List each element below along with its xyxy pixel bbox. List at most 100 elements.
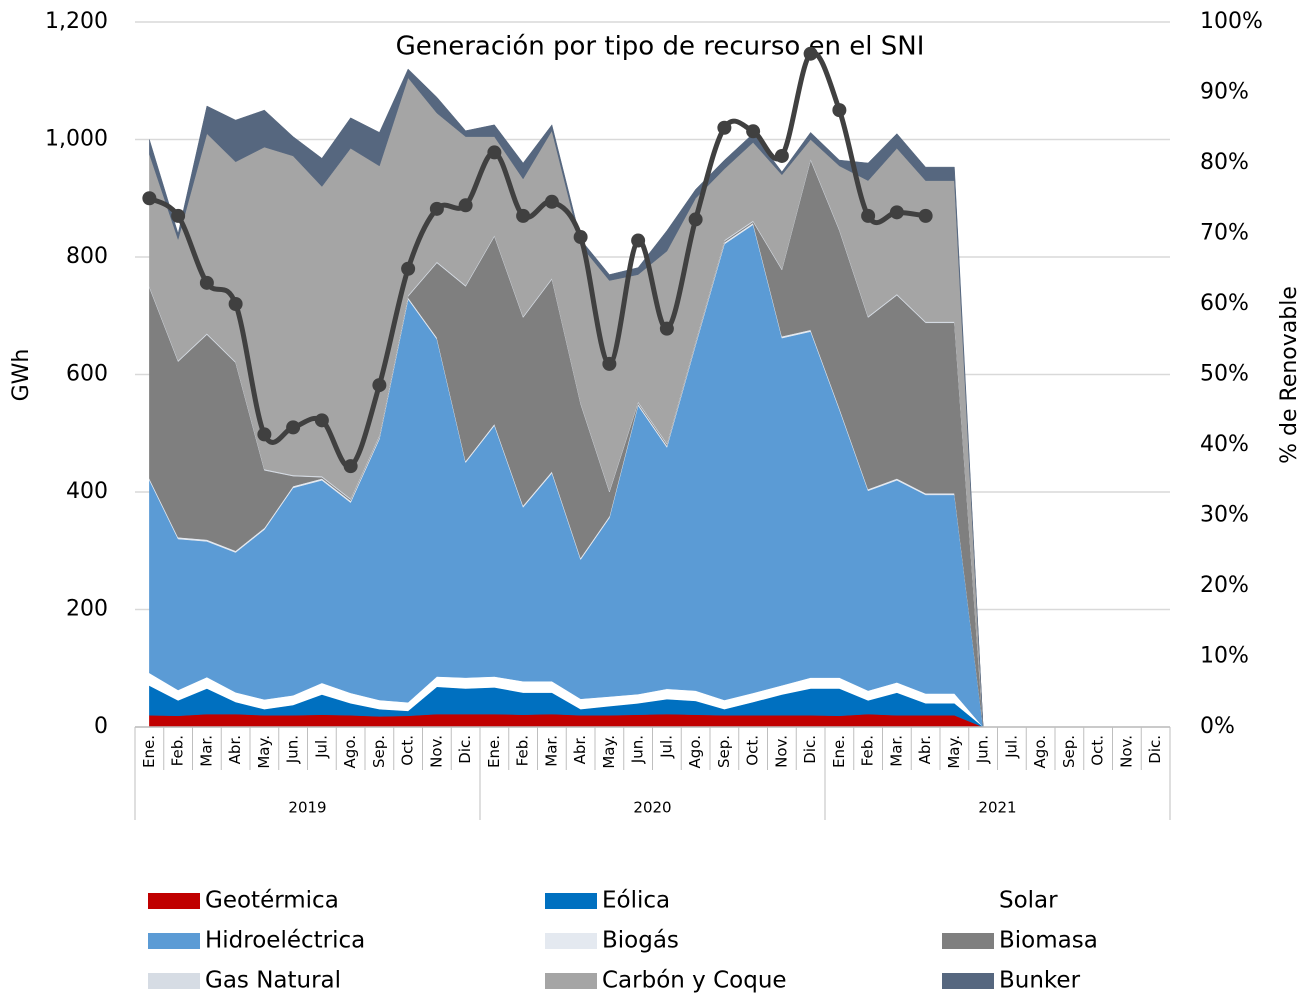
line-marker [199,275,214,290]
y-tick-label: 1,000 [45,127,108,152]
x-tick-label: Nov. [427,735,445,768]
line-marker [257,427,272,442]
line-marker [401,261,416,276]
line-marker [659,321,674,336]
y-tick-label: 400 [66,479,108,504]
x-tick-label: Nov. [772,735,790,768]
line-marker [544,194,559,209]
x-tick-label: Nov. [1117,735,1135,768]
area [149,673,984,727]
x-tick-label: Jul. [1002,735,1020,759]
x-tick-label: Feb. [169,735,187,766]
x-tick-label: May. [255,735,273,769]
line-marker [458,198,473,213]
legend-label: Solar [999,888,1058,914]
line-marker [573,230,588,245]
line-marker [918,208,933,223]
x-tick-label: Ene. [485,735,503,768]
legend-label: Biogás [602,928,679,954]
line-marker [286,420,301,435]
legend-label: Geotérmica [205,888,339,914]
line-marker [487,145,502,160]
y2-axis-label: % de Renovable [1277,286,1302,464]
x-tick-label: Mar. [542,735,560,767]
x-tick-label: Ene. [140,735,158,768]
y2-tick-label: 50% [1200,362,1249,387]
y-tick-label: 1,200 [45,9,108,34]
legend-swatch [545,933,597,949]
legend-swatch [942,893,994,909]
y-tick-label: 800 [66,244,108,269]
group-label: 2021 [978,799,1016,817]
x-tick-label: Ene. [830,735,848,768]
y2-tick-label: 90% [1200,80,1249,105]
x-tick-label: Feb. [859,735,877,766]
legend-swatch [148,973,200,989]
x-tick-label: Dic. [456,735,474,764]
x-tick-label: Sep. [1060,735,1078,768]
line-marker [803,46,818,61]
y2-tick-label: 10% [1200,644,1249,669]
line-marker [688,212,703,227]
line-marker [889,205,904,220]
line-marker [631,233,646,248]
legend-swatch [942,933,994,949]
x-tick-label: Ago. [341,735,359,768]
legend-label: Gas Natural [205,968,341,994]
x-tick-label: Oct. [1089,735,1107,766]
x-tick-label: Jul. [657,735,675,759]
x-tick-label: Jun. [284,735,302,764]
line-marker [774,148,789,163]
x-tick-label: Sep. [715,735,733,768]
legend-swatch [942,973,994,989]
line-marker [602,356,617,371]
area [149,68,984,728]
legend-label: Bunker [999,968,1081,994]
legend-swatch [545,893,597,909]
line-marker [171,208,186,223]
x-tick-label: May. [945,735,963,769]
x-tick-label: Sep. [370,735,388,768]
area [149,713,984,728]
x-tick-label: Jul. [312,735,330,759]
x-tick-label: Jun. [974,735,992,764]
x-tick-label: Oct. [744,735,762,766]
x-tick-label: Dic. [801,735,819,764]
y2-tick-label: 100% [1200,9,1263,34]
line-marker [314,413,329,428]
legend-label: Eólica [602,888,670,914]
line-marker [343,459,358,474]
line-marker [746,124,761,139]
legend-swatch [148,893,200,909]
line-marker [861,208,876,223]
y-axis-label: GWh [9,349,34,402]
legend-label: Carbón y Coque [602,968,787,994]
x-tick-label: Abr. [916,735,934,764]
x-tick-label: Mar. [197,735,215,767]
y2-tick-label: 20% [1200,573,1249,598]
legend-label: Hidroeléctrica [205,928,365,954]
line-marker [516,208,531,223]
x-tick-label: Abr. [226,735,244,764]
y-tick-label: 200 [66,597,108,622]
y2-tick-label: 40% [1200,432,1249,457]
x-tick-label: Dic. [1146,735,1164,764]
chart-title: Generación por tipo de recurso en el SNI [396,32,925,62]
x-tick-label: Abr. [571,735,589,764]
y2-tick-label: 0% [1200,714,1235,739]
y2-tick-label: 60% [1200,291,1249,316]
x-tick-label: Feb. [514,735,532,766]
y-tick-label: 0 [94,714,108,739]
group-label: 2020 [633,799,671,817]
line-marker [429,201,444,216]
legend-label: Biomasa [999,928,1098,954]
line-marker [832,103,847,118]
x-tick-label: Ago. [1031,735,1049,768]
x-tick-label: Jun. [629,735,647,764]
y2-tick-label: 70% [1200,221,1249,246]
y2-tick-label: 80% [1200,150,1249,175]
area [149,685,984,728]
x-tick-label: Oct. [399,735,417,766]
legend-swatch [148,933,200,949]
